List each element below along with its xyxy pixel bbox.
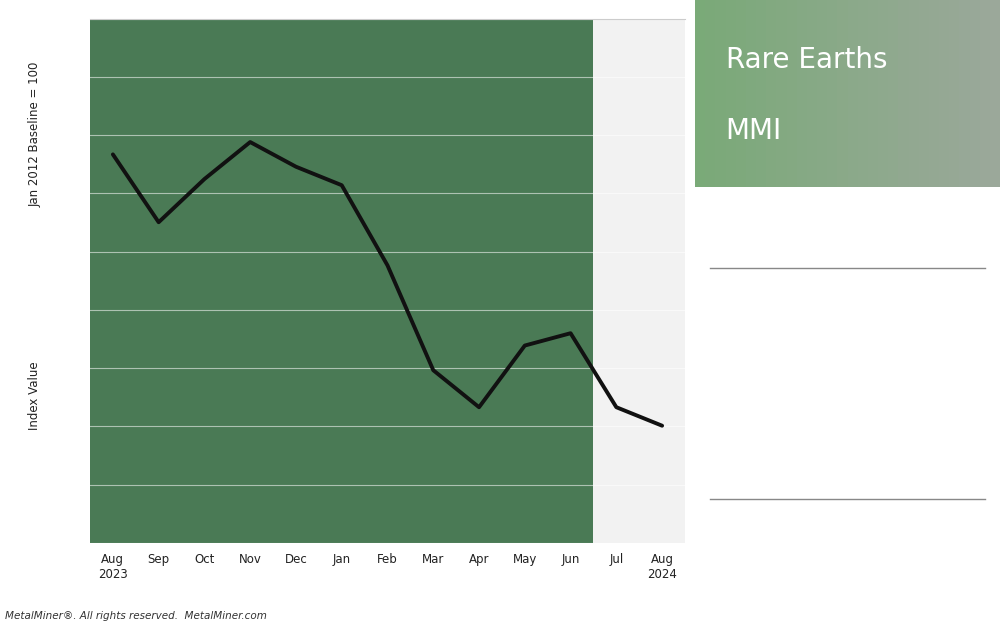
Bar xyxy=(695,0,1000,187)
Bar xyxy=(705,0,715,187)
Bar xyxy=(817,0,827,187)
Bar xyxy=(715,0,726,187)
Bar xyxy=(787,0,797,187)
Text: MetalMiner®. All rights reserved.  MetalMiner.com: MetalMiner®. All rights reserved. MetalM… xyxy=(5,611,267,621)
Bar xyxy=(807,0,817,187)
Bar xyxy=(878,0,888,187)
Bar xyxy=(736,0,746,187)
Bar xyxy=(726,0,736,187)
Bar xyxy=(908,0,919,187)
Bar xyxy=(868,0,878,187)
Bar xyxy=(888,0,898,187)
Bar xyxy=(949,0,959,187)
Bar xyxy=(593,0,685,573)
Bar xyxy=(827,0,837,187)
Text: Rare Earths: Rare Earths xyxy=(726,46,887,74)
Text: Index Value: Index Value xyxy=(28,362,41,431)
Bar xyxy=(695,0,705,187)
Bar xyxy=(939,0,949,187)
Bar xyxy=(858,0,868,187)
Bar xyxy=(990,0,1000,187)
Bar xyxy=(959,0,970,187)
Bar xyxy=(776,0,786,187)
Text: July to
August,
Down 6.93%: July to August, Down 6.93% xyxy=(817,335,953,407)
Bar xyxy=(919,0,929,187)
Bar xyxy=(929,0,939,187)
Text: Jan 2012 Baseline = 100: Jan 2012 Baseline = 100 xyxy=(28,61,42,207)
Bar xyxy=(898,0,908,187)
Bar xyxy=(848,0,858,187)
Bar xyxy=(766,0,776,187)
Text: MMI: MMI xyxy=(726,117,782,145)
Bar xyxy=(980,0,990,187)
Bar xyxy=(746,0,756,187)
Bar xyxy=(970,0,980,187)
Bar xyxy=(756,0,766,187)
Bar xyxy=(797,0,807,187)
Bar xyxy=(837,0,848,187)
